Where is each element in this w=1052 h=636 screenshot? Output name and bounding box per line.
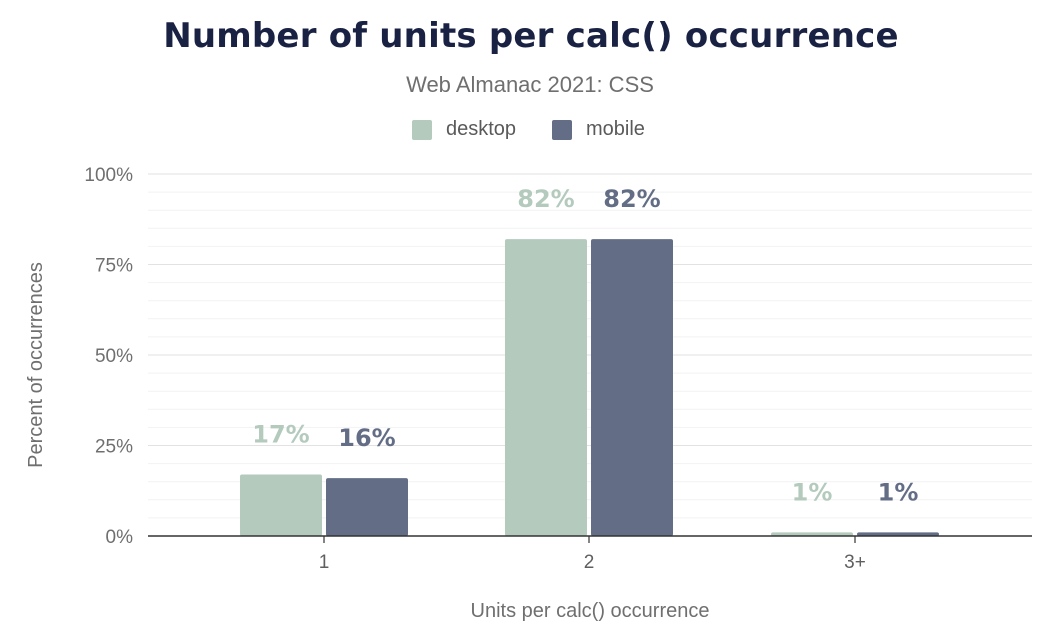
y-tick-label: 0% (106, 527, 134, 548)
legend-item-mobile[interactable]: mobile (552, 118, 645, 141)
bar-mobile-2[interactable] (591, 239, 673, 536)
x-tick-label: 2 (584, 552, 595, 573)
legend-label-desktop: desktop (446, 118, 517, 140)
bar-desktop-1[interactable] (240, 474, 322, 536)
data-label-mobile-2: 82% (603, 185, 660, 213)
data-labels: 17% 16% 82% 82% 1% 1% (252, 185, 918, 506)
y-tick-label: 50% (95, 346, 133, 367)
bar-desktop-2[interactable] (505, 239, 587, 536)
bar-desktop-3+[interactable] (771, 532, 853, 536)
data-label-mobile-3+: 1% (878, 478, 919, 506)
gridlines (148, 173, 1032, 519)
data-label-mobile-1: 16% (338, 424, 395, 452)
legend-swatch-desktop (412, 119, 432, 140)
bars (240, 239, 939, 536)
y-axis-ticks: 0% 25% 50% 75% 100% (84, 165, 133, 548)
chart-subtitle: Web Almanac 2021: CSS (406, 72, 654, 97)
legend-item-desktop[interactable]: desktop (412, 118, 516, 141)
x-tick-label: 3+ (844, 552, 866, 573)
y-tick-label: 75% (95, 256, 133, 277)
x-axis-title: Units per calc() occurrence (471, 600, 710, 622)
data-label-desktop-2: 82% (517, 185, 574, 213)
legend-label-mobile: mobile (586, 118, 645, 140)
chart-title: Number of units per calc() occurrence (163, 16, 899, 56)
x-tick-label: 1 (319, 552, 330, 573)
data-label-desktop-3+: 1% (792, 478, 833, 506)
y-axis-title: Percent of occurrences (25, 262, 47, 468)
data-label-desktop-1: 17% (252, 420, 309, 448)
y-tick-label: 25% (95, 437, 133, 458)
x-axis-ticks: 1 2 3+ (319, 536, 866, 573)
y-tick-label: 100% (84, 165, 133, 186)
bar-mobile-1[interactable] (326, 478, 408, 536)
bar-mobile-3+[interactable] (857, 532, 939, 536)
legend-swatch-mobile (552, 119, 572, 140)
